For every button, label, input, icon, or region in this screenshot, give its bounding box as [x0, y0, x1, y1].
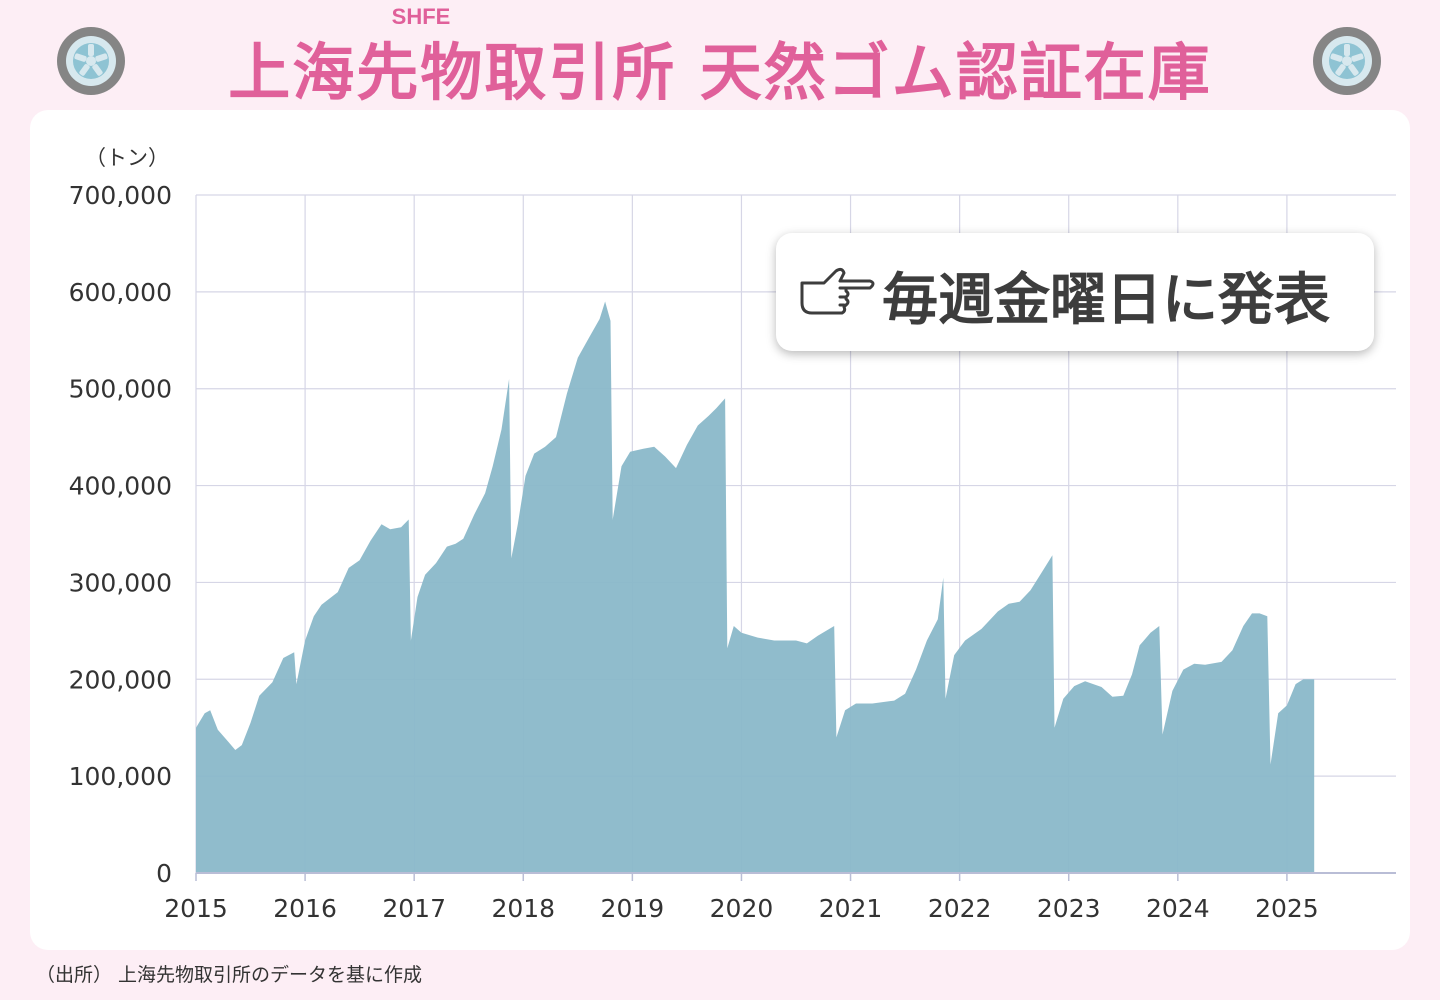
x-tick-label: 2016 [273, 894, 337, 923]
x-tick-label: 2025 [1255, 894, 1319, 923]
y-tick-label: 200,000 [69, 665, 172, 694]
y-tick-label: 600,000 [69, 278, 172, 307]
callout-box: 毎週金曜日に発表 [776, 233, 1374, 351]
x-tick-label: 2022 [928, 894, 992, 923]
x-tick-label: 2019 [601, 894, 665, 923]
page-title: 上海先物取引所 天然ゴム認証在庫 [228, 36, 1212, 109]
tire-icon [57, 27, 125, 95]
x-tick-label: 2023 [1037, 894, 1101, 923]
chart-area-layer [196, 301, 1315, 873]
x-tick-label: 2021 [819, 894, 883, 923]
source-note: （出所） 上海先物取引所のデータを基に作成 [36, 964, 423, 986]
y-tick-label: 100,000 [69, 762, 172, 791]
chart-axes: 0 100,000 200,000 300,000 400,000 500,000 600,… [69, 181, 1396, 923]
y-tick-label: 700,000 [69, 181, 172, 210]
series-area [196, 301, 1315, 873]
x-tick-label: 2017 [382, 894, 446, 923]
callout-text: 毎週金曜日に発表 [882, 268, 1330, 333]
y-tick-label: 300,000 [69, 568, 172, 597]
title-ruby: SHFE [391, 4, 451, 29]
title-area: SHFE 上海先物取引所 天然ゴム認証在庫 [0, 0, 1440, 110]
y-axis-label: （トン） [85, 146, 169, 170]
x-tick-label: 2024 [1146, 894, 1210, 923]
pointing-hand-icon [800, 267, 875, 315]
y-tick-label: 500,000 [69, 375, 172, 404]
x-tick-label: 2020 [710, 894, 774, 923]
x-tick-label: 2018 [491, 894, 555, 923]
tire-icon [1313, 27, 1381, 95]
y-tick-label: 0 [156, 859, 172, 888]
y-tick-label: 400,000 [69, 472, 172, 501]
x-tick-label: 2015 [164, 894, 228, 923]
